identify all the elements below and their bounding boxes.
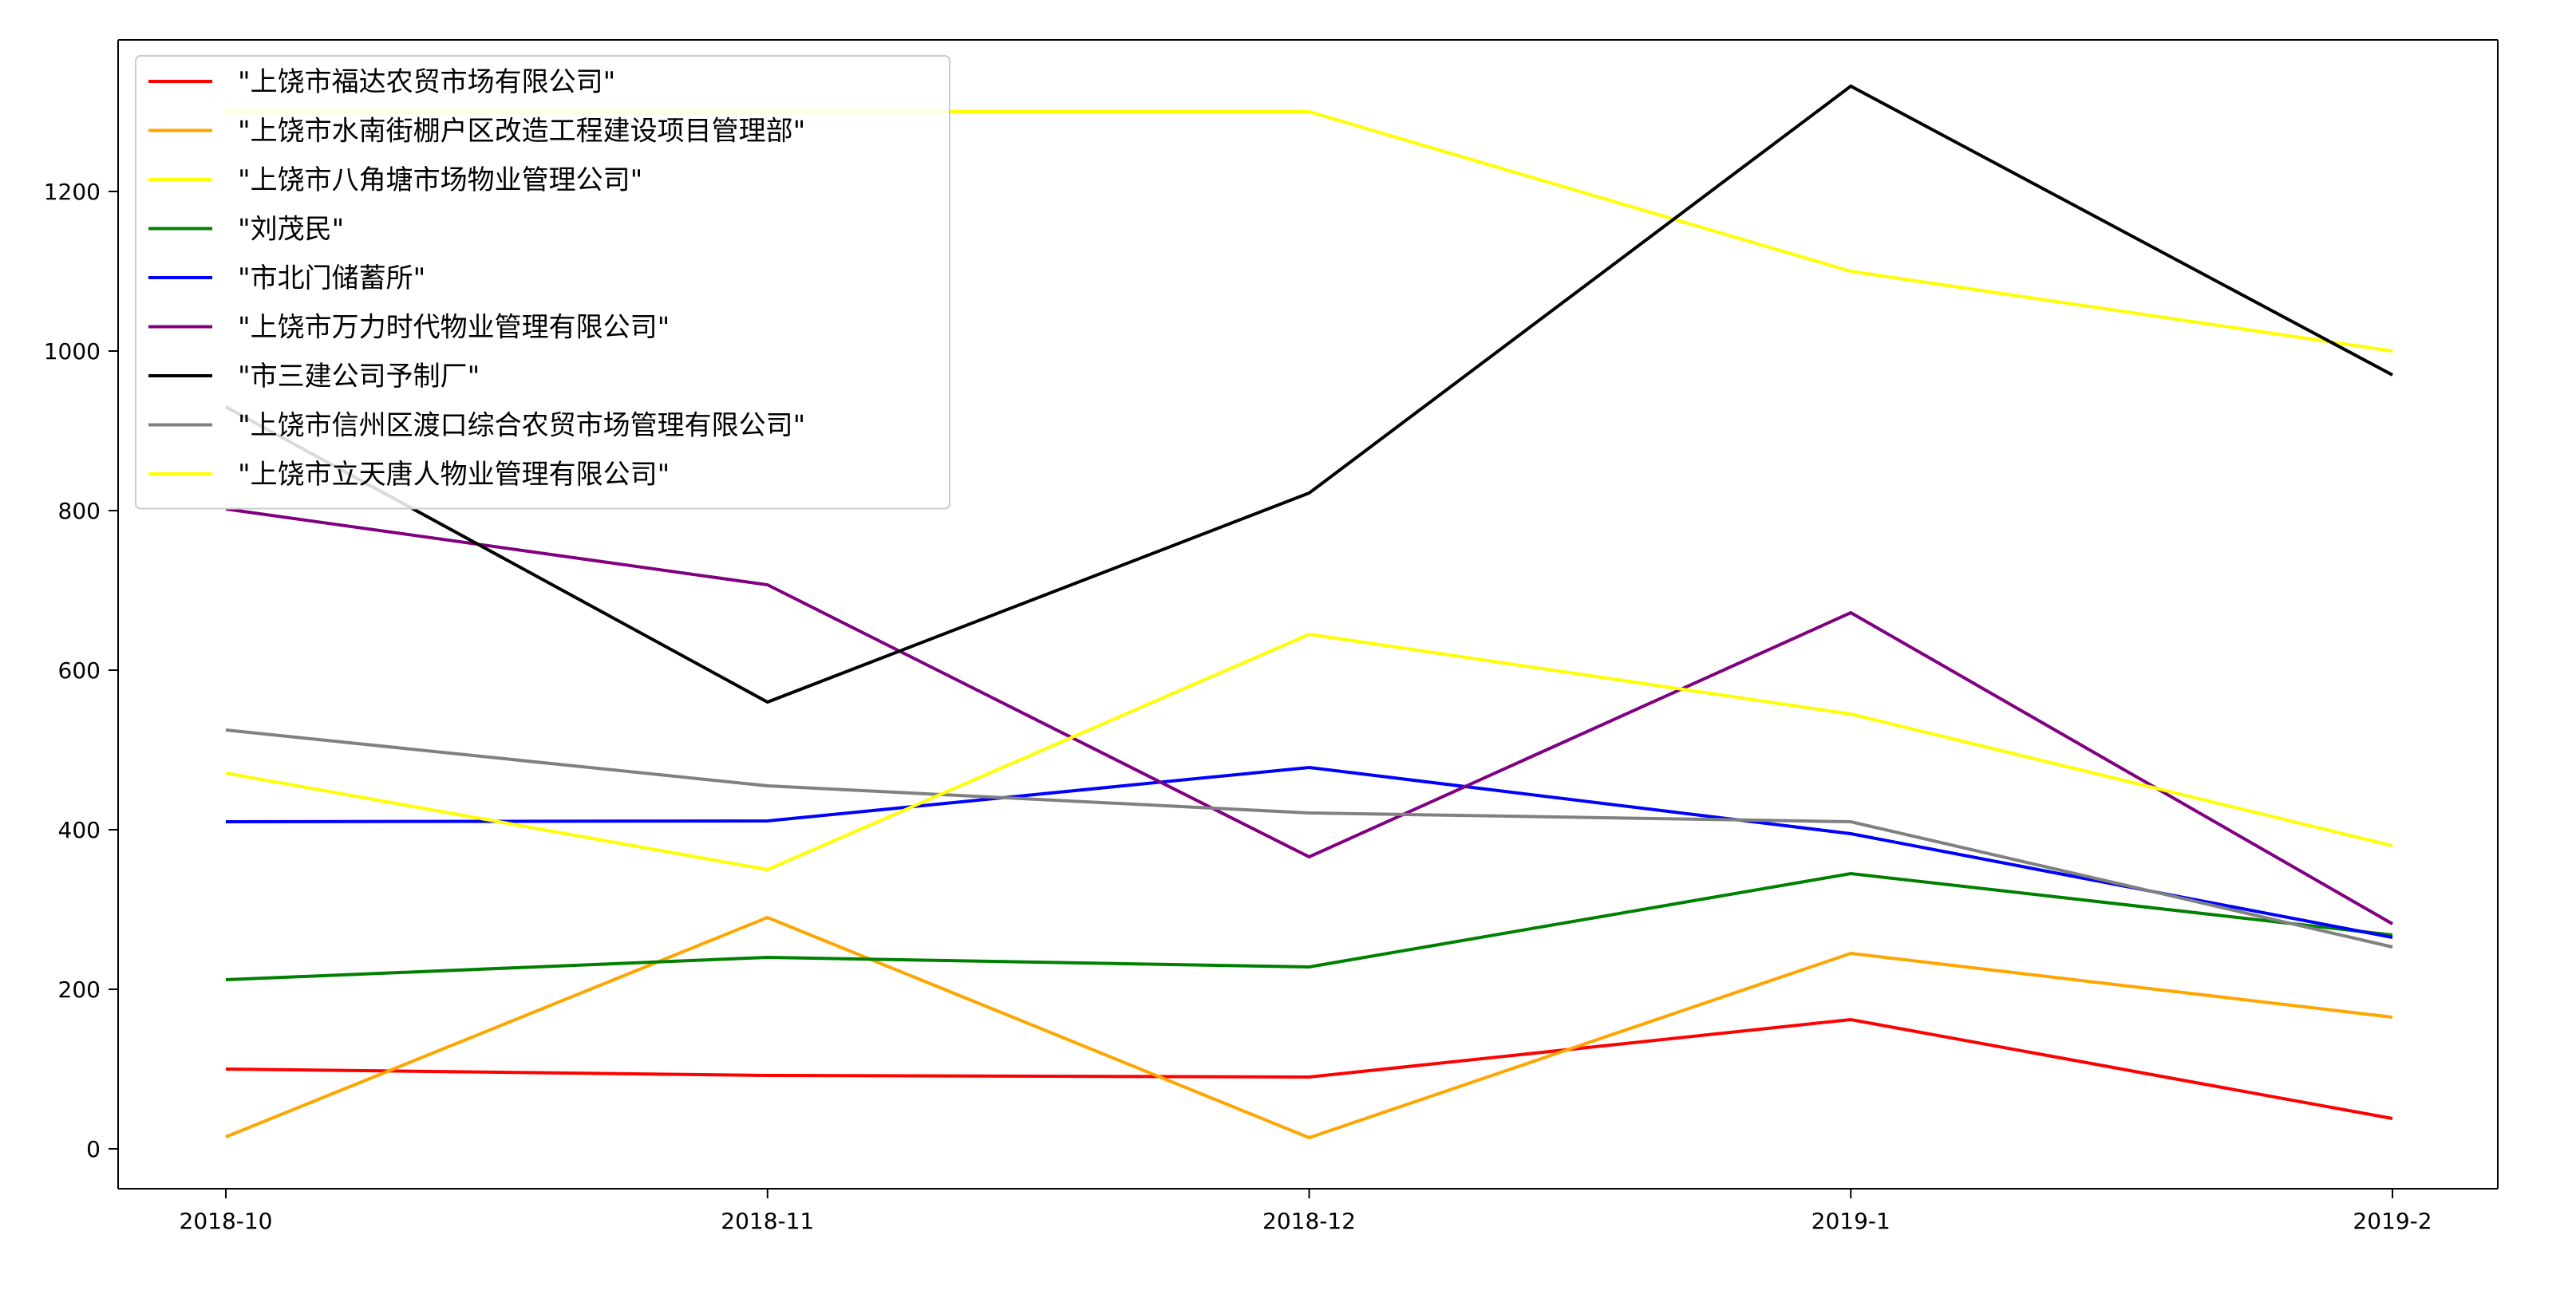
series-line-2: [225, 915, 2393, 1140]
legend-label: "市北门储蓄所": [238, 262, 425, 294]
legend-label: "上饶市八角塘市场物业管理公司": [238, 164, 642, 196]
x-tick-label: 2018-12: [1262, 1208, 1356, 1234]
y-tick-label: 0: [86, 1136, 101, 1162]
y-tick-label: 1000: [44, 338, 101, 365]
x-tick-label: 2018-10: [180, 1208, 273, 1234]
legend-label: "上饶市信州区渡口综合农贸市场管理有限公司": [238, 410, 805, 442]
legend-box: [135, 55, 950, 510]
legend: "上饶市福达农贸市场有限公司" "上饶市水南街棚户区改造工程建设项目管理部" "上饶…: [135, 55, 950, 510]
y-tick-label: 400: [58, 817, 101, 843]
x-tick-label: 2018-11: [721, 1208, 814, 1234]
series-line-6: [225, 507, 2393, 925]
series-line-7: [225, 84, 2393, 704]
legend-label: "上饶市万力时代物业管理有限公司": [238, 312, 670, 344]
series-line-1: [225, 1017, 2393, 1120]
y-tick-label: 800: [58, 498, 101, 524]
y-tick-label: 1200: [44, 179, 101, 205]
axis-layer: 2018-10 2018-11 2018-12 2019-1 2019-2 0 200 400…: [44, 39, 2499, 1234]
y-tick-label: 600: [58, 657, 101, 684]
legend-label: "市三建公司予制厂": [238, 361, 480, 393]
series-line-5: [225, 765, 2393, 939]
x-tick-label: 2019-1: [1811, 1208, 1891, 1234]
series-line-9: [225, 632, 2393, 872]
x-tick-label: 2019-2: [2353, 1208, 2432, 1234]
series-line-8: [225, 728, 2393, 949]
y-tick-label: 200: [58, 977, 101, 1003]
legend-label: "上饶市水南街棚户区改造工程建设项目管理部": [238, 116, 805, 148]
legend-label: "上饶市立天唐人物业管理有限公司": [238, 459, 670, 491]
legend-label: "刘茂民": [238, 214, 344, 246]
series-line-4: [225, 871, 2393, 981]
legend-label: "上饶市福达农贸市场有限公司": [238, 66, 615, 98]
